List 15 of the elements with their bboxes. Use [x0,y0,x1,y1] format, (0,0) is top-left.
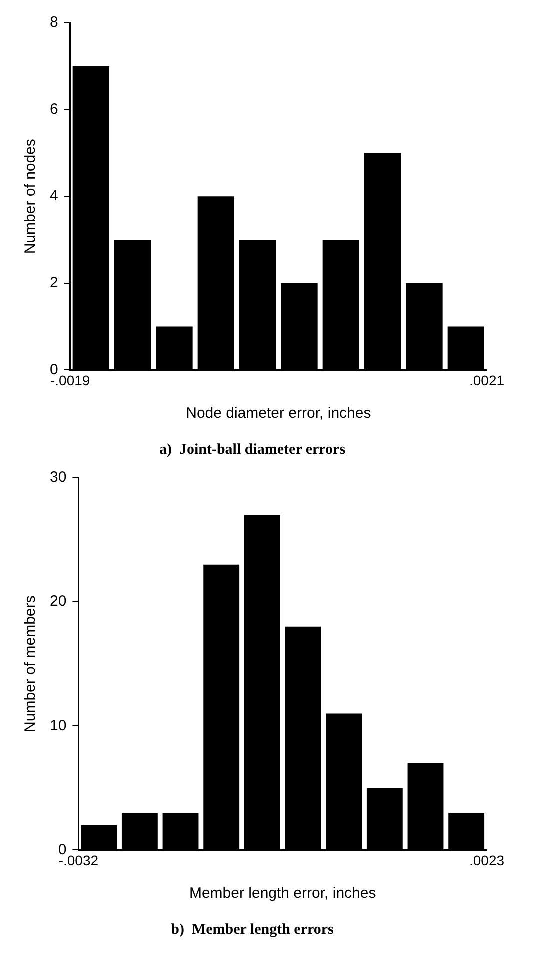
x-axis-title: Member length error, inches [189,885,376,902]
text: b) Member length errors [171,922,334,938]
y-tick-label: 30 [50,469,67,486]
y-tick-label: 8 [50,14,58,32]
y-tick-label: 20 [50,593,67,610]
x-tick-label: .0023 [469,852,505,868]
y-tick-label: 10 [50,717,67,734]
x-tick-label: .0021 [469,372,505,388]
y-tick-label: 4 [50,188,58,205]
y-axis-title: Number of members [22,596,40,732]
text: a) Joint-ball diameter errors [159,442,346,458]
y-axis-title: Number of nodes [22,139,40,254]
y-tick-label: 2 [50,274,58,292]
y-tick-label: 6 [50,100,58,118]
x-axis-title: Node diameter error, inches [186,405,372,422]
